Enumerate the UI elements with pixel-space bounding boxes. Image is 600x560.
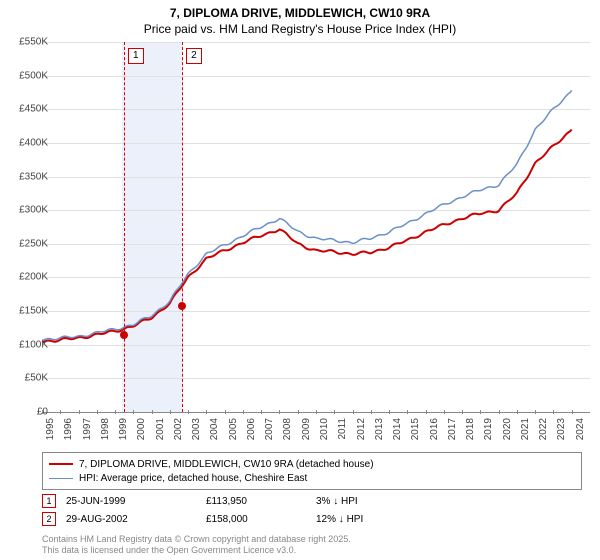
x-tick-label: 2000	[136, 418, 147, 440]
x-tick-label: 2008	[282, 418, 293, 440]
y-tick-label: £350K	[19, 171, 48, 182]
x-tick-label: 2018	[465, 418, 476, 440]
marker-line	[124, 42, 125, 412]
legend: 7, DIPLOMA DRIVE, MIDDLEWICH, CW10 9RA (…	[42, 452, 582, 490]
legend-swatch	[49, 463, 73, 465]
sale-row: 1 25-JUN-1999 £113,950 3% ↓ HPI	[42, 492, 582, 510]
sale-diff: 3% ↓ HPI	[316, 496, 436, 507]
y-tick-label: £500K	[19, 70, 48, 81]
y-tick-label: £300K	[19, 205, 48, 216]
x-tick-label: 2013	[374, 418, 385, 440]
y-tick-label: £250K	[19, 238, 48, 249]
y-tick-label: £50K	[25, 373, 48, 384]
sale-price: £158,000	[206, 514, 306, 525]
x-tick-label: 2016	[429, 418, 440, 440]
y-tick-label: £100K	[19, 339, 48, 350]
sale-point	[120, 331, 128, 339]
x-tick-label: 2004	[209, 418, 220, 440]
sale-date: 29-AUG-2002	[66, 514, 196, 525]
chart-plot-area: 12	[42, 42, 590, 413]
x-tick-label: 1999	[118, 418, 129, 440]
x-tick-label: 2010	[319, 418, 330, 440]
x-tick-label: 2007	[264, 418, 275, 440]
x-tick-label: 2015	[410, 418, 421, 440]
sale-date: 25-JUN-1999	[66, 496, 196, 507]
sale-price: £113,950	[206, 496, 306, 507]
sale-flag: 1	[42, 494, 56, 508]
x-tick-label: 2001	[155, 418, 166, 440]
chart-title: 7, DIPLOMA DRIVE, MIDDLEWICH, CW10 9RA P…	[0, 0, 600, 37]
x-tick-label: 2009	[301, 418, 312, 440]
x-tick-label: 2017	[447, 418, 458, 440]
y-tick-label: £200K	[19, 272, 48, 283]
x-tick-label: 2005	[228, 418, 239, 440]
x-tick-label: 2003	[191, 418, 202, 440]
x-tick-label: 1997	[82, 418, 93, 440]
x-tick-label: 1995	[45, 418, 56, 440]
x-tick-label: 1996	[63, 418, 74, 440]
x-axis-labels: 1995 1996 1997 1998 1999 2000 2001 2002 2003 2004…	[42, 414, 590, 454]
sale-diff: 12% ↓ HPI	[316, 514, 436, 525]
x-tick-label: 2011	[337, 418, 348, 440]
y-tick-label: £550K	[19, 37, 48, 48]
title-line-1: 7, DIPLOMA DRIVE, MIDDLEWICH, CW10 9RA	[170, 6, 430, 20]
attribution-line-2: This data is licensed under the Open Gov…	[42, 545, 296, 555]
marker-flag: 1	[128, 48, 144, 64]
sales-table: 1 25-JUN-1999 £113,950 3% ↓ HPI 2 29-AUG-2002…	[42, 492, 582, 528]
title-line-2: Price paid vs. HM Land Registry's House …	[144, 22, 456, 36]
y-tick-label: £150K	[19, 306, 48, 317]
x-tick-label: 2006	[246, 418, 257, 440]
legend-item: 7, DIPLOMA DRIVE, MIDDLEWICH, CW10 9RA (…	[49, 457, 575, 471]
x-tick-label: 2012	[356, 418, 367, 440]
x-tick-label: 2023	[556, 418, 567, 440]
marker-line	[182, 42, 183, 412]
x-tick-label: 2020	[502, 418, 513, 440]
x-tick-label: 2002	[173, 418, 184, 440]
sale-flag: 2	[42, 512, 56, 526]
legend-label: 7, DIPLOMA DRIVE, MIDDLEWICH, CW10 9RA (…	[79, 459, 374, 470]
x-tick-label: 1998	[100, 418, 111, 440]
sale-point	[178, 302, 186, 310]
attribution-line-1: Contains HM Land Registry data © Crown c…	[42, 534, 351, 544]
sale-row: 2 29-AUG-2002 £158,000 12% ↓ HPI	[42, 510, 582, 528]
x-tick-label: 2014	[392, 418, 403, 440]
legend-item: HPI: Average price, detached house, Ches…	[49, 471, 575, 485]
marker-flag: 2	[186, 48, 202, 64]
y-tick-label: £400K	[19, 137, 48, 148]
legend-swatch	[49, 478, 73, 479]
x-tick-label: 2021	[520, 418, 531, 440]
x-tick-label: 2022	[538, 418, 549, 440]
y-tick-label: £450K	[19, 104, 48, 115]
series-line	[42, 90, 572, 340]
attribution-text: Contains HM Land Registry data © Crown c…	[42, 534, 351, 556]
x-tick-label: 2019	[483, 418, 494, 440]
legend-label: HPI: Average price, detached house, Ches…	[79, 473, 307, 484]
x-tick-label: 2024	[575, 418, 586, 440]
